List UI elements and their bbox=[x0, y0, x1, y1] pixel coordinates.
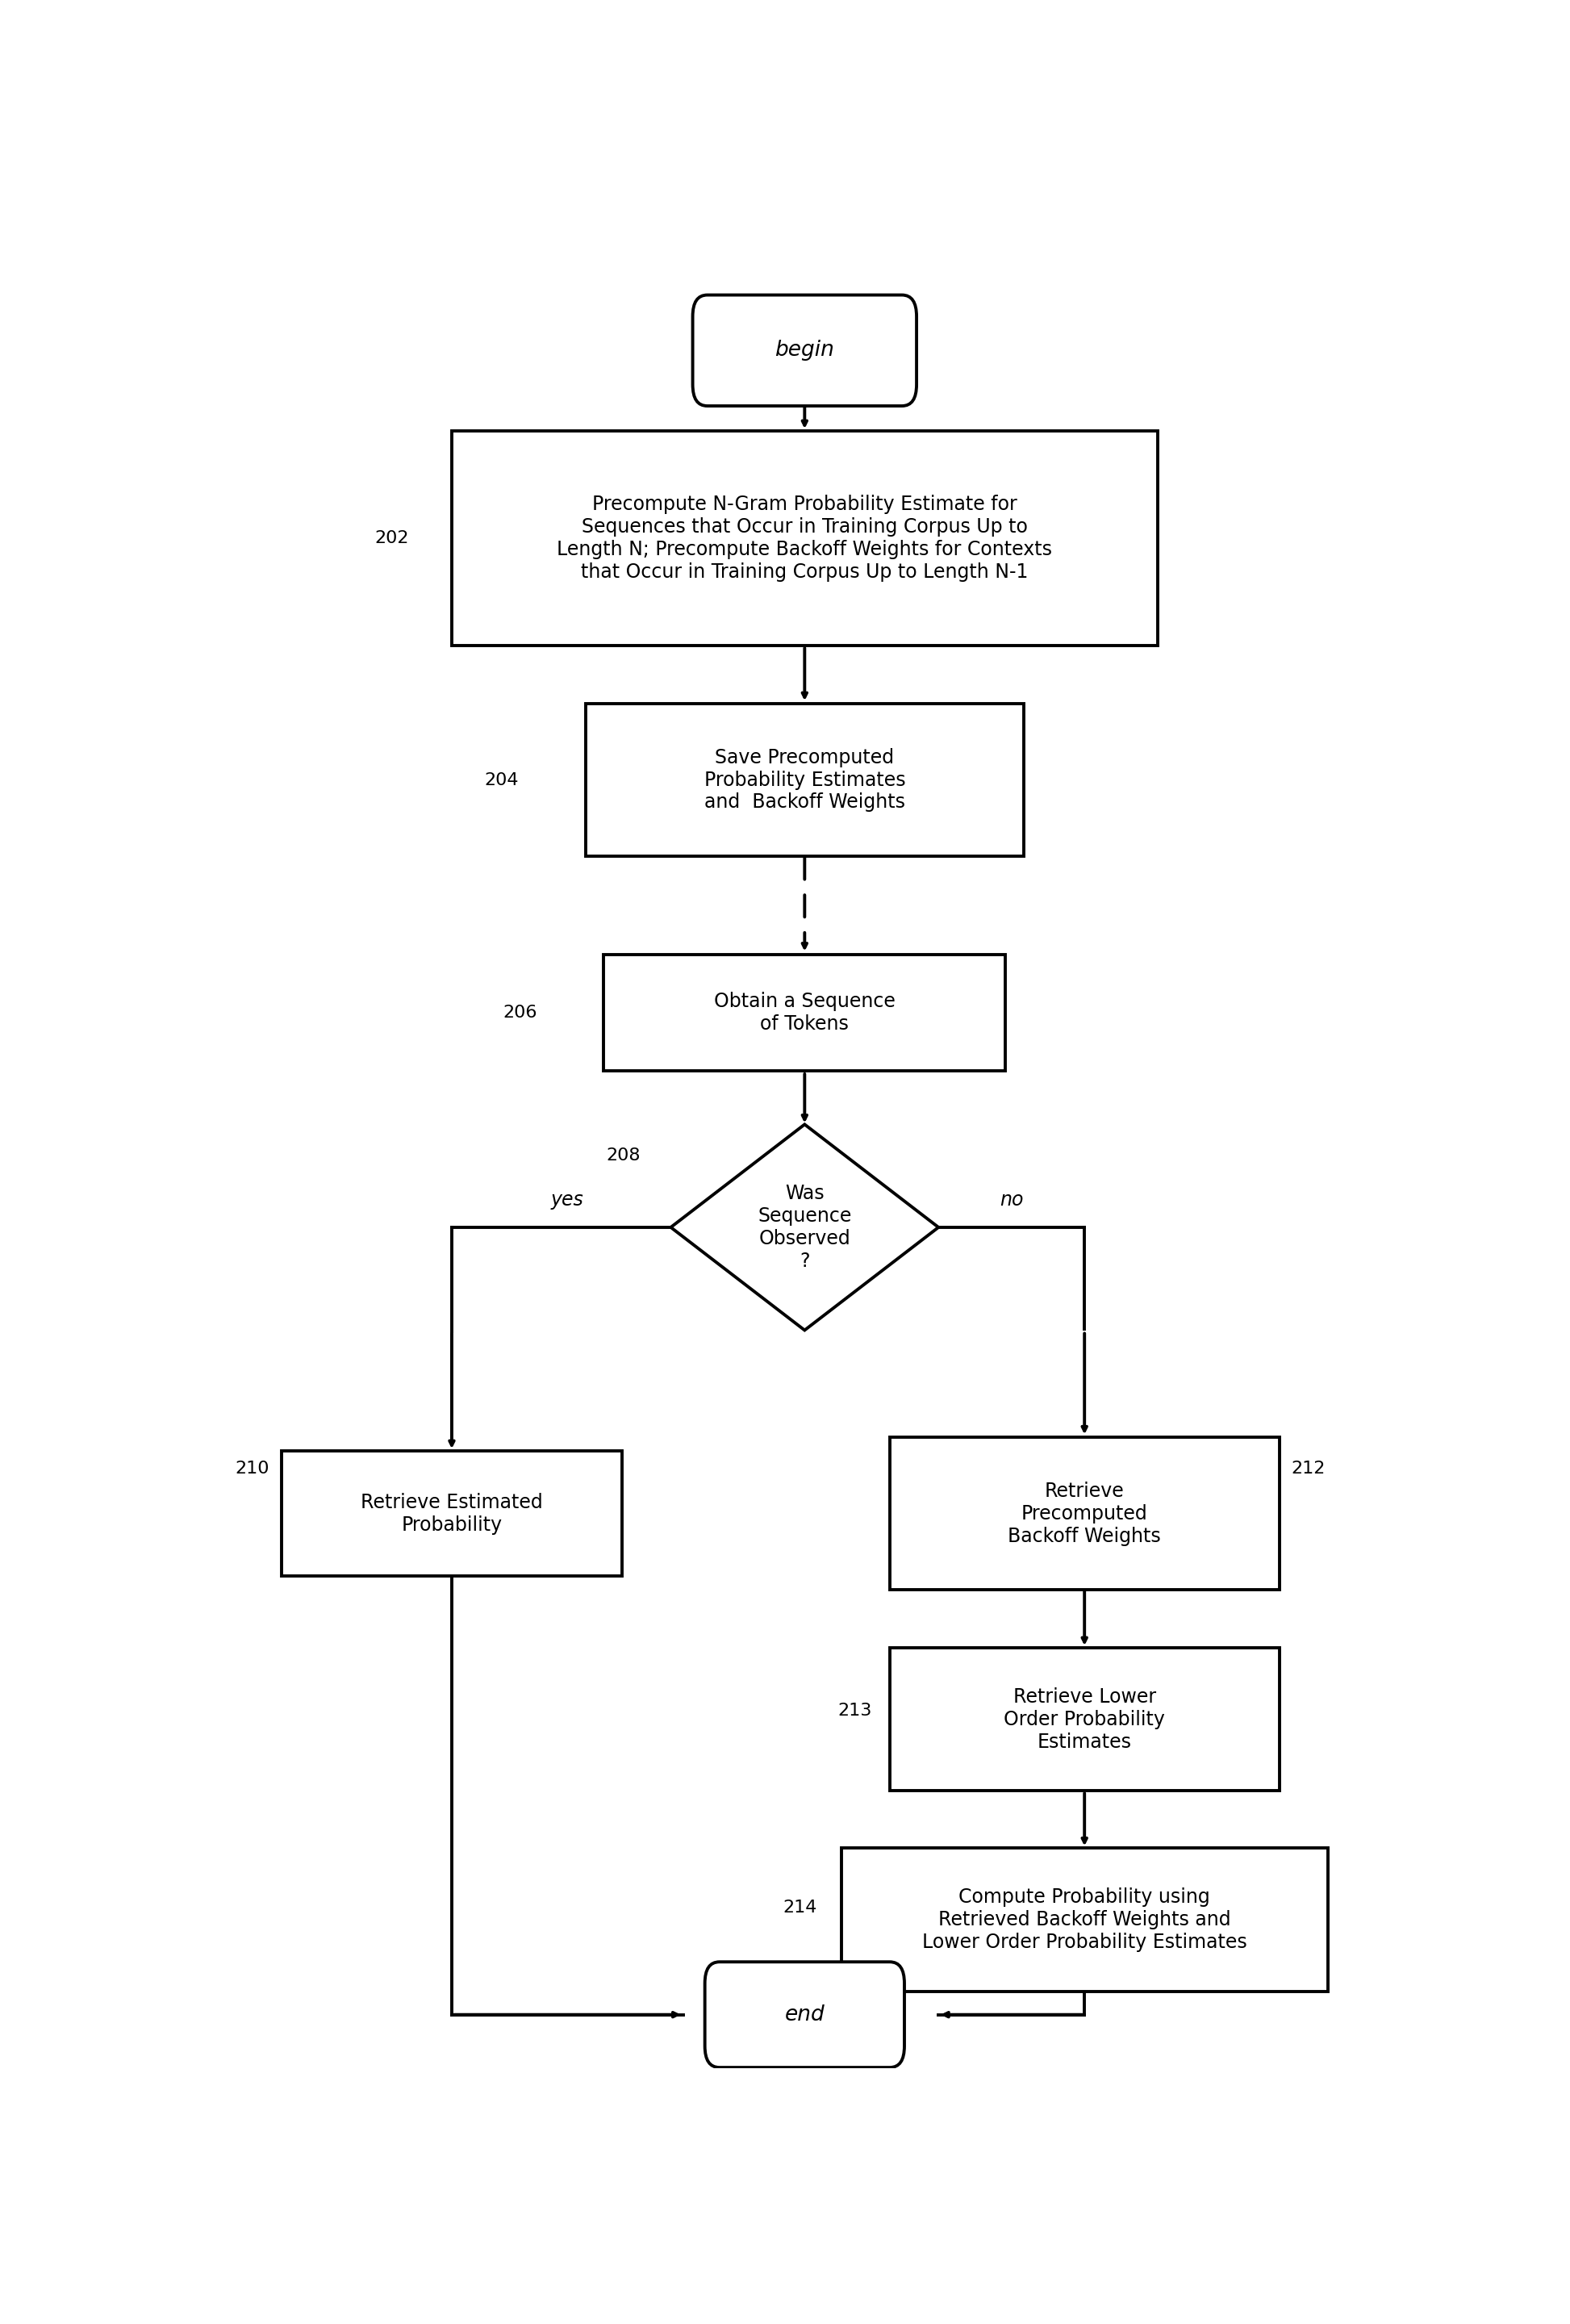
Text: no: no bbox=[1000, 1190, 1024, 1208]
Polygon shape bbox=[670, 1125, 939, 1329]
Bar bbox=[586, 704, 1024, 855]
Text: 212: 212 bbox=[1291, 1462, 1325, 1478]
Text: Was
Sequence
Observed
?: Was Sequence Observed ? bbox=[758, 1183, 851, 1271]
Bar bbox=[281, 1450, 622, 1576]
Text: Retrieve Estimated
Probability: Retrieve Estimated Probability bbox=[361, 1492, 543, 1534]
Bar bbox=[890, 1648, 1280, 1792]
Text: Compute Probability using
Retrieved Backoff Weights and
Lower Order Probability : Compute Probability using Retrieved Back… bbox=[922, 1887, 1247, 1952]
Text: Precompute N-Gram Probability Estimate for
Sequences that Occur in Training Corp: Precompute N-Gram Probability Estimate f… bbox=[557, 495, 1052, 581]
Bar bbox=[890, 1439, 1280, 1590]
Text: Retrieve
Precomputed
Backoff Weights: Retrieve Precomputed Backoff Weights bbox=[1008, 1480, 1162, 1545]
Text: 204: 204 bbox=[485, 772, 518, 788]
Text: 208: 208 bbox=[606, 1148, 641, 1164]
Text: Retrieve Lower
Order Probability
Estimates: Retrieve Lower Order Probability Estimat… bbox=[1003, 1687, 1165, 1752]
Bar bbox=[452, 430, 1157, 646]
Text: yes: yes bbox=[551, 1190, 584, 1208]
Text: end: end bbox=[785, 2003, 824, 2024]
Text: 202: 202 bbox=[375, 530, 410, 546]
Bar bbox=[604, 955, 1005, 1071]
Text: Save Precomputed
Probability Estimates
and  Backoff Weights: Save Precomputed Probability Estimates a… bbox=[703, 748, 906, 811]
Text: 214: 214 bbox=[782, 1899, 816, 1915]
FancyBboxPatch shape bbox=[705, 1961, 904, 2068]
Text: 210: 210 bbox=[236, 1462, 270, 1478]
Text: begin: begin bbox=[776, 339, 834, 360]
Text: 213: 213 bbox=[837, 1703, 871, 1717]
Text: 206: 206 bbox=[502, 1004, 537, 1020]
Bar bbox=[842, 1848, 1328, 1992]
FancyBboxPatch shape bbox=[692, 295, 917, 407]
Text: Obtain a Sequence
of Tokens: Obtain a Sequence of Tokens bbox=[714, 992, 895, 1034]
